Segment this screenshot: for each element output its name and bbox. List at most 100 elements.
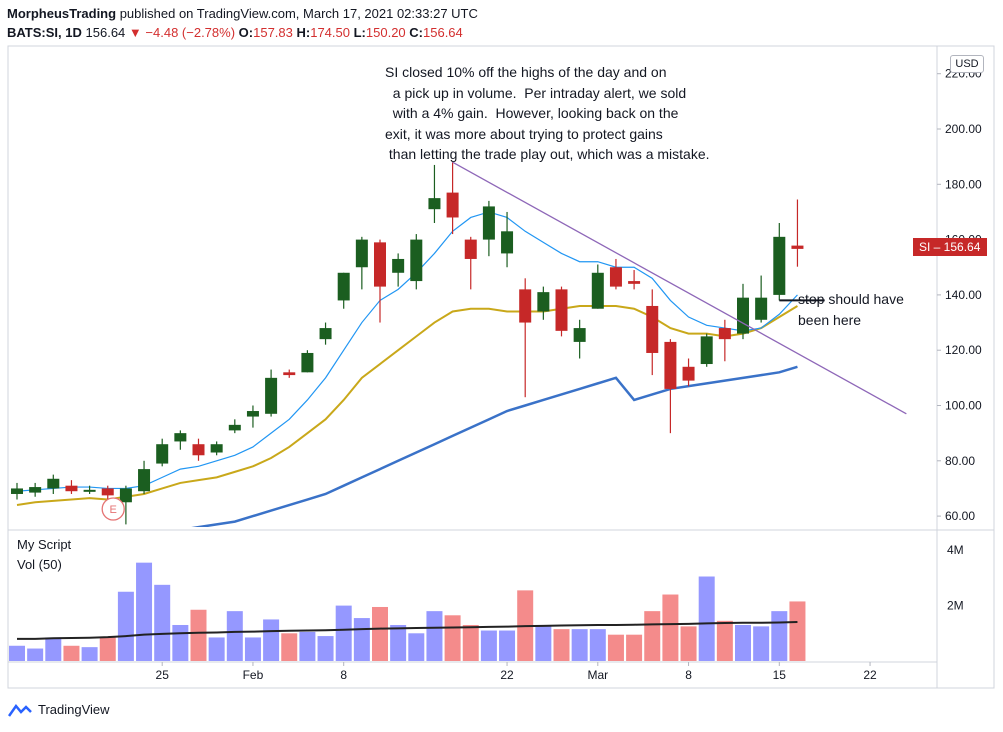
volume-bar xyxy=(626,634,643,661)
volume-bar xyxy=(716,620,733,661)
candle-body xyxy=(555,289,568,331)
volume-bar xyxy=(372,606,388,661)
volume-bar xyxy=(680,626,697,661)
candle-body xyxy=(174,433,187,442)
volume-bar xyxy=(353,618,370,661)
volume-pane-title: My Script xyxy=(17,537,72,552)
volume-bar xyxy=(208,637,225,661)
time-tick-label: 22 xyxy=(863,668,877,682)
footer-brand[interactable]: TradingView xyxy=(38,702,110,717)
volume-bar xyxy=(480,630,497,661)
candle-body xyxy=(246,411,259,417)
volume-bar xyxy=(317,636,334,661)
trade-annotation: SI closed 10% off the highs of the day a… xyxy=(385,64,710,162)
candle-body xyxy=(119,488,132,503)
volume-bar xyxy=(426,611,443,661)
trendline xyxy=(452,161,907,415)
volume-pane-indicator: Vol (50) xyxy=(17,557,62,572)
candle-body xyxy=(265,377,278,414)
candle-body xyxy=(301,352,314,373)
candle-body xyxy=(156,444,169,464)
volume-bar xyxy=(99,637,116,661)
volume-bar xyxy=(589,629,606,661)
volume-bar xyxy=(136,562,153,661)
candle-body xyxy=(646,305,659,353)
candle-body xyxy=(83,489,96,492)
ma-slow-line xyxy=(191,365,798,527)
volume-bar xyxy=(571,629,588,661)
candle-body xyxy=(573,328,586,342)
candle-body xyxy=(501,231,514,254)
candle-body xyxy=(101,488,114,496)
earnings-marker xyxy=(101,497,125,521)
close-label: C: xyxy=(409,25,423,40)
volume-bar xyxy=(462,624,479,661)
candle-body xyxy=(446,192,459,218)
volume-bar xyxy=(9,645,25,661)
volume-tick-label: 4M xyxy=(947,543,964,557)
symbol-label[interactable]: BATS:SI, 1D xyxy=(7,25,82,40)
volume-bar xyxy=(735,624,751,661)
volume-bar xyxy=(281,633,298,661)
volume-bar xyxy=(553,629,570,661)
candle-body xyxy=(11,488,23,494)
candle-body xyxy=(682,366,695,381)
volume-bar xyxy=(154,584,171,661)
candle-body xyxy=(519,289,532,323)
volume-bar xyxy=(172,624,189,661)
volume-bar xyxy=(63,645,80,661)
close-value: 156.64 xyxy=(423,25,463,40)
candle-body xyxy=(718,328,731,340)
volume-bar xyxy=(299,631,316,661)
volume-bar xyxy=(535,624,552,661)
volume-bar xyxy=(117,591,134,661)
volume-bar xyxy=(81,647,98,661)
low-value: 150.20 xyxy=(365,25,406,40)
candle-body xyxy=(609,267,622,287)
volume-bar xyxy=(244,637,261,661)
candle-body xyxy=(210,444,223,453)
candle-body xyxy=(700,336,713,365)
volume-tick-label: 2M xyxy=(947,599,964,613)
volume-bar xyxy=(444,615,461,661)
open-value: 157.83 xyxy=(253,25,293,40)
volume-bar xyxy=(335,605,352,661)
volume-bar xyxy=(499,630,516,661)
candle-body xyxy=(337,272,350,301)
price-change: −4.48 (−2.78%) xyxy=(145,25,236,40)
volume-bar xyxy=(789,601,806,661)
candle-body xyxy=(464,239,477,259)
price-tick-label: 100.00 xyxy=(945,399,982,413)
candle-body xyxy=(628,281,641,284)
time-tick-label: 8 xyxy=(340,668,347,682)
footer: TradingView xyxy=(8,702,110,717)
price-tick-label: 120.00 xyxy=(945,343,982,357)
price-tick-label: 80.00 xyxy=(945,454,975,468)
time-tick-label: 22 xyxy=(500,668,514,682)
volume-bar xyxy=(27,648,44,661)
candle-body xyxy=(138,469,151,492)
candle-body xyxy=(428,198,441,210)
volume-bar xyxy=(644,611,661,661)
volume-bar xyxy=(226,611,243,661)
volume-bar xyxy=(390,624,407,661)
candle-body xyxy=(192,444,205,456)
high-value: 174.50 xyxy=(310,25,350,40)
low-label: L: xyxy=(353,25,366,40)
publisher-name[interactable]: MorpheusTrading xyxy=(7,6,117,21)
candle-body xyxy=(482,206,495,240)
candle-body xyxy=(773,236,786,295)
volume-ma-line xyxy=(17,620,798,640)
down-arrow-icon: ▼ xyxy=(128,25,142,40)
price-tick-label: 180.00 xyxy=(945,177,982,191)
candle-body xyxy=(755,297,768,320)
currency-button[interactable]: USD xyxy=(950,55,984,73)
candle-body xyxy=(537,292,550,312)
candle-body xyxy=(791,245,804,249)
candle-body xyxy=(392,258,405,273)
publish-header: MorpheusTrading published on TradingView… xyxy=(7,6,478,21)
price-tick-label: 200.00 xyxy=(945,122,982,136)
volume-bar xyxy=(662,594,679,661)
volume-bar xyxy=(698,576,715,661)
